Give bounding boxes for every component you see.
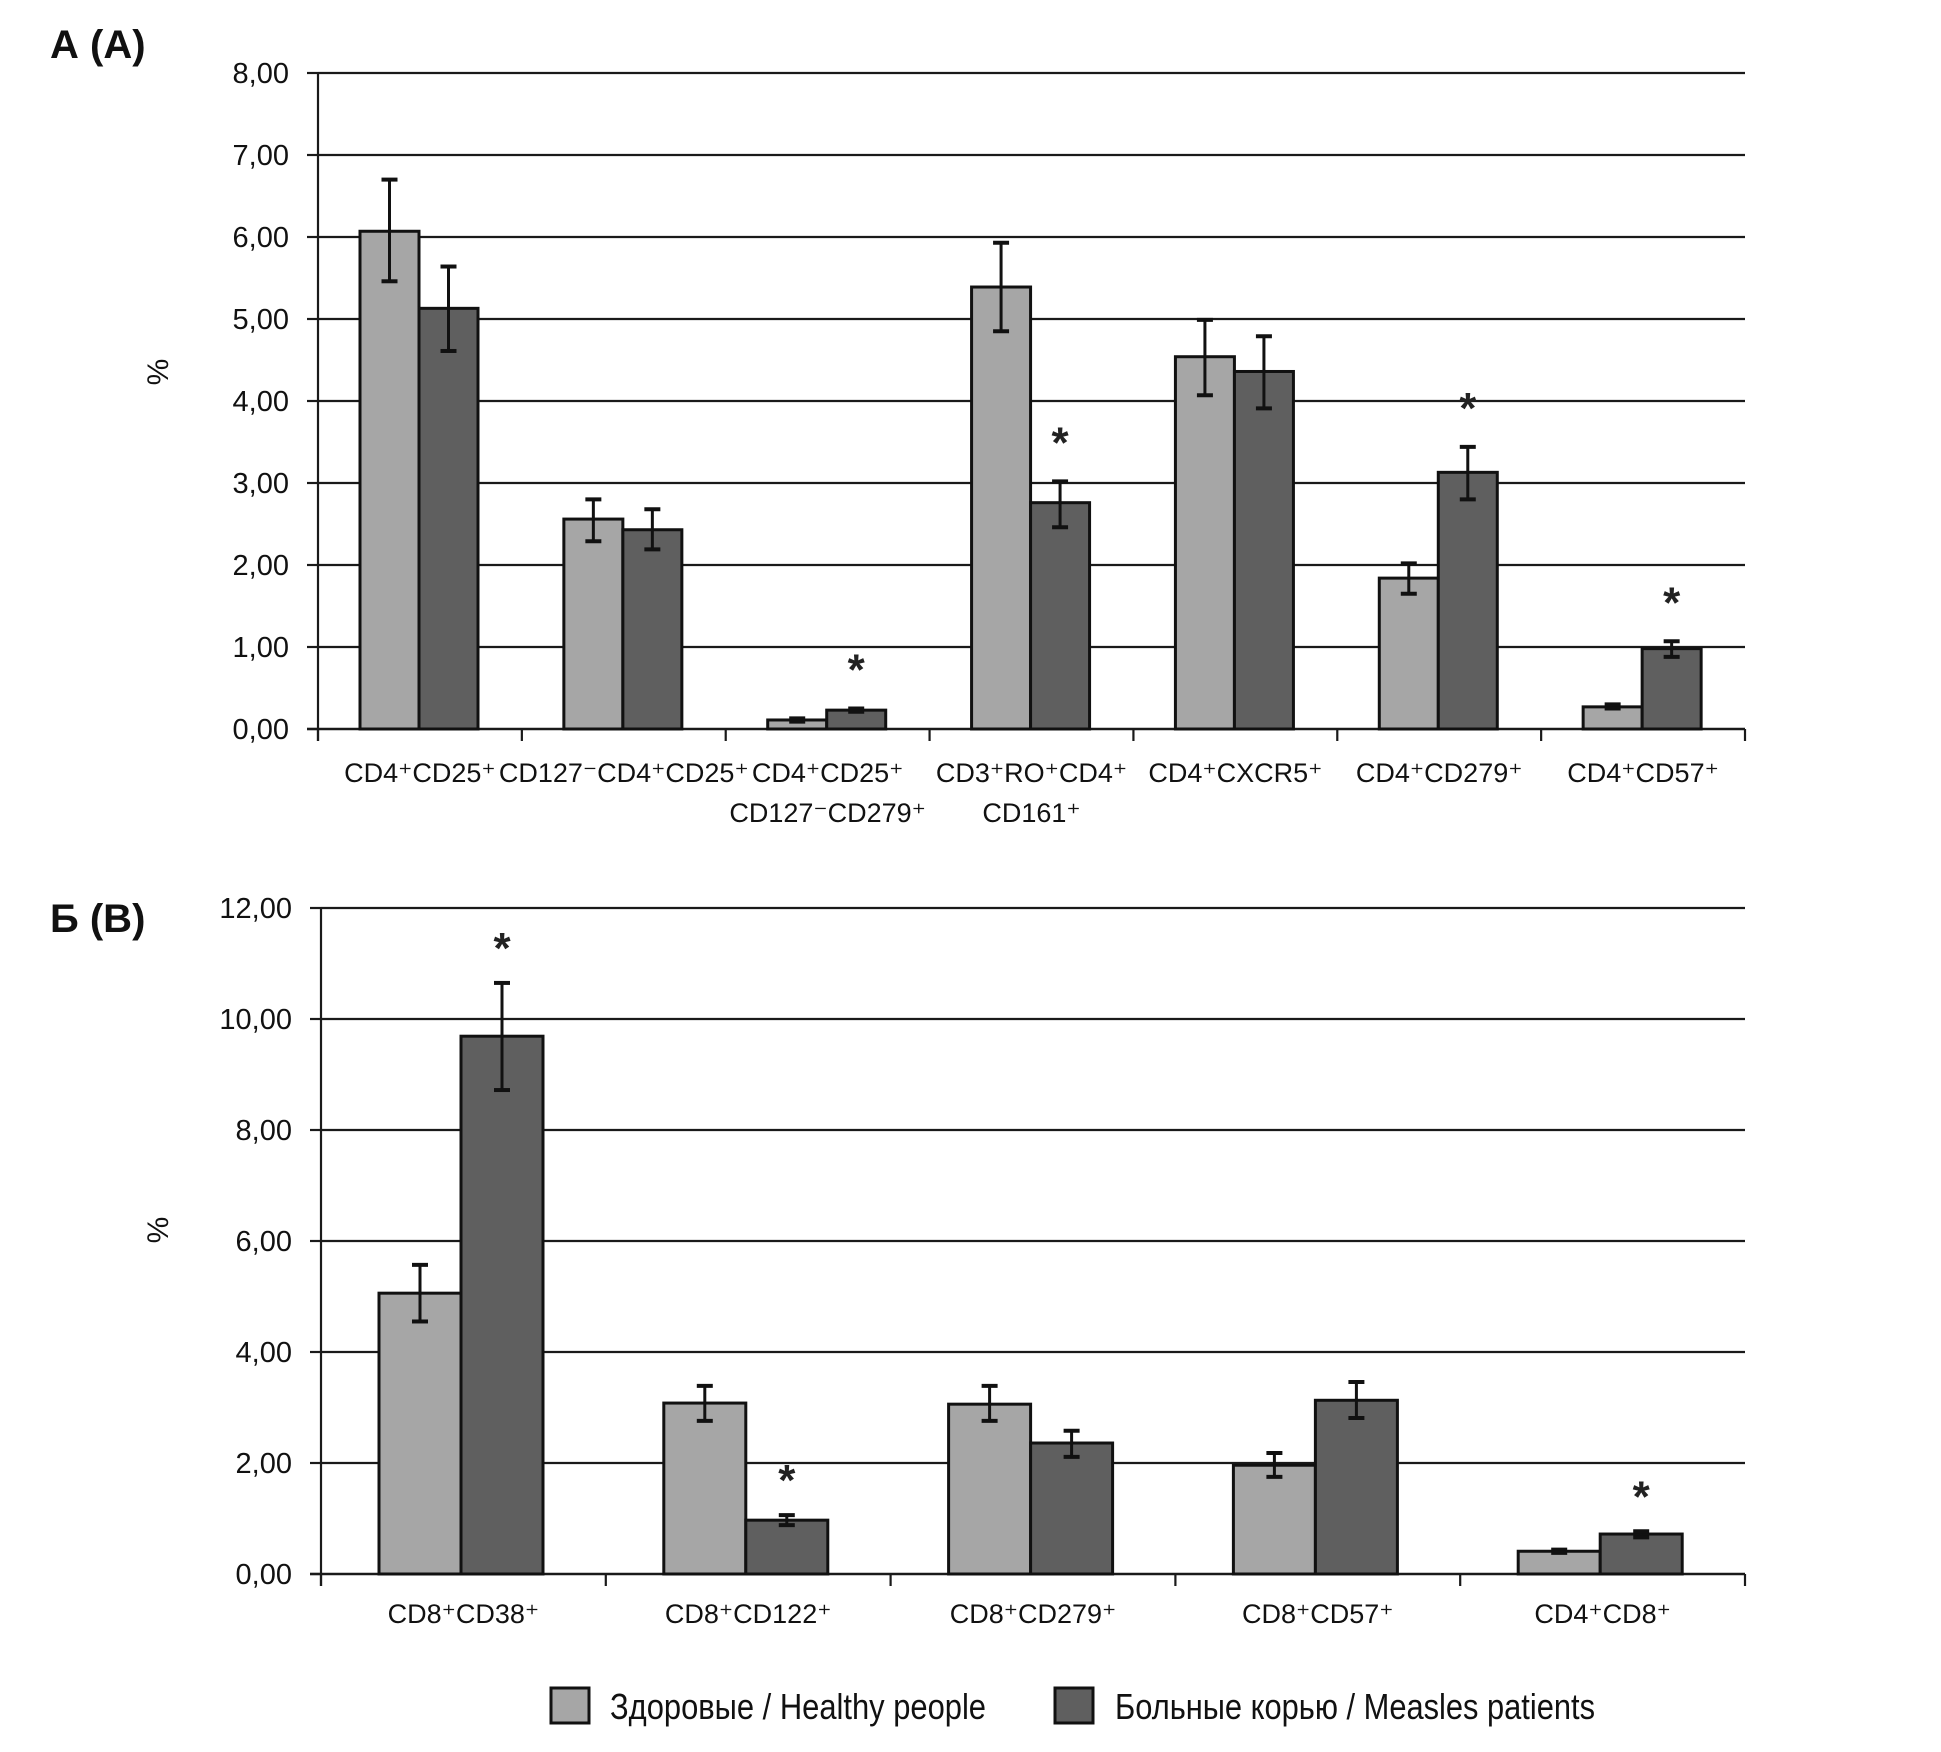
y-tick-label: 12,00 bbox=[219, 893, 292, 925]
bar-patients bbox=[417, 306, 480, 731]
legend: Здоровые / Healthy people Больные корью … bbox=[549, 1686, 1595, 1727]
x-category-label: CD4⁺CD25⁺ bbox=[752, 758, 904, 788]
x-category-label: CD4⁺CD57⁺ bbox=[1567, 758, 1719, 788]
y-tick-label: 1,00 bbox=[233, 632, 289, 664]
significance-star: * bbox=[1459, 384, 1477, 433]
bar-healthy bbox=[1231, 1463, 1317, 1576]
x-category-label: CD127⁻CD4⁺CD25⁺ bbox=[499, 758, 749, 788]
y-tick-label: 8,00 bbox=[233, 58, 289, 90]
legend-label-patients: Больные корью / Measles patients bbox=[1115, 1686, 1595, 1727]
significance-star: * bbox=[1052, 418, 1070, 467]
significance-star: * bbox=[848, 646, 866, 695]
bar-healthy bbox=[1377, 576, 1440, 731]
x-category-label: CD3⁺RO⁺CD4⁺ bbox=[936, 758, 1127, 788]
panel-a-chart: А (A) % 0,00 1,00 2,00 3,00 4,00 5,00 6,00 7,00… bbox=[50, 23, 1747, 828]
x-category-label: CD4⁺CD279⁺ bbox=[1356, 758, 1523, 788]
y-tick-label: 5,00 bbox=[233, 304, 289, 336]
legend-swatch-patients bbox=[1053, 1686, 1095, 1725]
y-tick-label: 2,00 bbox=[233, 550, 289, 582]
bar-healthy bbox=[562, 517, 625, 731]
bar-patients bbox=[1640, 647, 1703, 731]
x-category-label: CD4⁺CD25⁺ bbox=[344, 758, 496, 788]
y-tick-label: 10,00 bbox=[219, 1004, 292, 1036]
panel-b-y-axis-label: % bbox=[142, 1217, 175, 1244]
bar-healthy bbox=[377, 1291, 463, 1576]
bar-patients bbox=[621, 528, 684, 731]
x-category-label: CD161⁺ bbox=[982, 798, 1080, 828]
y-tick-label: 2,00 bbox=[236, 1448, 292, 1480]
y-tick-label: 6,00 bbox=[233, 222, 289, 254]
bar-patients bbox=[1029, 1441, 1115, 1576]
bar-healthy bbox=[970, 285, 1033, 731]
panel-a-label: А (A) bbox=[50, 23, 146, 67]
y-tick-label: 4,00 bbox=[236, 1337, 292, 1369]
panel-b-label: Б (B) bbox=[50, 897, 145, 941]
x-category-label: CD4⁺CXCR5⁺ bbox=[1148, 758, 1322, 788]
bar-healthy bbox=[1173, 355, 1236, 731]
y-tick-label: 0,00 bbox=[236, 1559, 292, 1591]
bar-patients bbox=[459, 1034, 545, 1576]
bar-patients bbox=[1598, 1532, 1684, 1576]
legend-swatch-healthy bbox=[549, 1686, 591, 1725]
x-category-label: CD8⁺CD38⁺ bbox=[388, 1599, 540, 1629]
y-tick-label: 6,00 bbox=[236, 1226, 292, 1258]
y-tick-label: 4,00 bbox=[233, 386, 289, 418]
x-category-label: CD8⁺CD57⁺ bbox=[1242, 1599, 1394, 1629]
bar-healthy bbox=[947, 1402, 1033, 1576]
significance-star: * bbox=[493, 924, 511, 973]
x-category-label: CD8⁺CD279⁺ bbox=[950, 1599, 1117, 1629]
bar-patients bbox=[1313, 1398, 1399, 1576]
significance-star: * bbox=[1633, 1472, 1651, 1521]
bar-patients bbox=[1436, 470, 1499, 731]
legend-label-healthy: Здоровые / Healthy people bbox=[610, 1686, 986, 1727]
y-tick-label: 7,00 bbox=[233, 140, 289, 172]
panel-a-y-axis-label: % bbox=[142, 359, 175, 386]
x-category-label: CD4⁺CD8⁺ bbox=[1534, 1599, 1671, 1629]
x-category-label: CD8⁺CD122⁺ bbox=[665, 1599, 832, 1629]
bar-healthy bbox=[662, 1401, 748, 1576]
significance-star: * bbox=[1663, 578, 1681, 627]
x-category-label: CD127⁻CD279⁺ bbox=[729, 798, 926, 828]
panel-b-chart: Б (B) % 0,00 2,00 4,00 6,00 8,00 10,00 12,00 * C… bbox=[50, 893, 1747, 1629]
y-tick-label: 0,00 bbox=[233, 714, 289, 746]
significance-star: * bbox=[778, 1456, 796, 1505]
bar-patients bbox=[744, 1518, 830, 1576]
bar-healthy bbox=[358, 229, 421, 731]
y-tick-label: 8,00 bbox=[236, 1115, 292, 1147]
bar-patients bbox=[1232, 369, 1295, 731]
bar-patients bbox=[1029, 501, 1092, 731]
y-tick-label: 3,00 bbox=[233, 468, 289, 500]
